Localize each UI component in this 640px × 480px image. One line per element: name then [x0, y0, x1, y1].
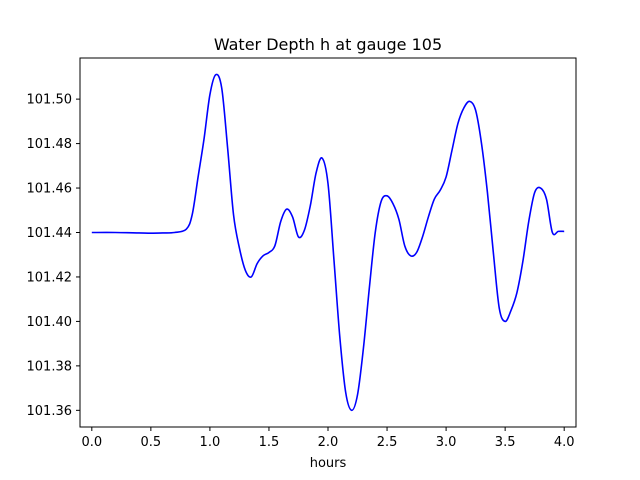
y-tick-label: 101.44	[27, 226, 73, 241]
chart-title: Water Depth h at gauge 105	[214, 35, 442, 54]
x-tick-label: 0.0	[81, 435, 102, 450]
y-axis: 101.36 101.38 101.40 101.42 101.44 101.46 101.…	[27, 93, 80, 419]
x-tick-label: 3.5	[495, 435, 516, 450]
y-tick-label: 101.40	[27, 315, 73, 330]
x-tick-label: 2.0	[318, 435, 339, 450]
y-tick-label: 101.46	[27, 182, 73, 197]
x-tick-label: 2.5	[377, 435, 398, 450]
series-line	[91, 73, 565, 412]
x-tick-label: 1.5	[259, 435, 280, 450]
plot-area	[91, 73, 565, 412]
x-tick-label: 0.5	[141, 435, 162, 450]
y-tick-label: 101.38	[27, 359, 73, 374]
x-axis-label: hours	[310, 456, 347, 471]
y-tick-label: 101.50	[27, 93, 73, 108]
y-tick-label: 101.48	[27, 137, 73, 152]
x-tick-label: 4.0	[554, 435, 575, 450]
x-axis: 0.0 0.5 1.0 1.5 2.0 2.5 3.0 3.5 4.0	[81, 427, 575, 450]
y-tick-label: 101.42	[27, 270, 73, 285]
y-tick-label: 101.36	[27, 404, 73, 419]
x-tick-label: 3.0	[436, 435, 457, 450]
x-tick-label: 1.0	[200, 435, 221, 450]
